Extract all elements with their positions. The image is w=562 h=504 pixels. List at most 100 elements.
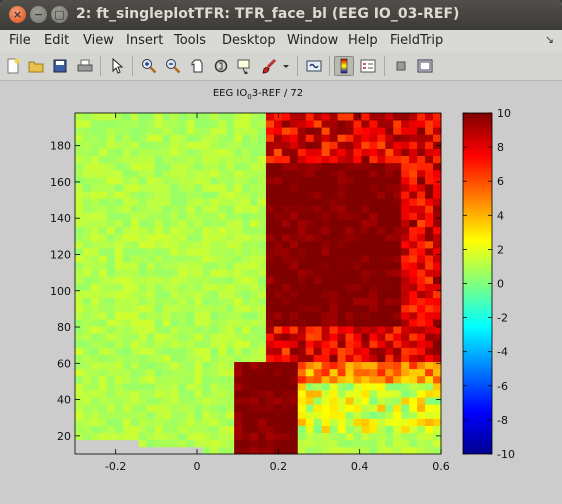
- heatmap-cell: [361, 233, 370, 242]
- heatmap-cell: [98, 247, 108, 256]
- menu-help[interactable]: Help: [348, 33, 378, 48]
- menu-fieldtrip[interactable]: FieldTrip: [390, 33, 444, 48]
- menu-view[interactable]: View: [83, 33, 114, 48]
- heatmap-cell: [258, 262, 267, 270]
- heatmap-cell: [82, 269, 92, 277]
- brush-dropdown-icon[interactable]: [280, 56, 292, 76]
- heatmap-cell: [258, 354, 267, 363]
- heatmap-cell: [377, 432, 386, 441]
- heatmap-cell: [377, 297, 386, 306]
- print-icon[interactable]: [75, 56, 95, 76]
- legend-toggle-icon[interactable]: [358, 56, 378, 76]
- heatmap-cell: [170, 404, 179, 412]
- heatmap-cell: [281, 205, 291, 213]
- heatmap-cell: [234, 297, 243, 306]
- heatmap-cell: [178, 176, 187, 185]
- heatmap-cell: [234, 368, 243, 377]
- heatmap-cell: [258, 347, 267, 355]
- heatmap-cell: [234, 432, 243, 441]
- heatmap-cell: [369, 368, 378, 377]
- pointer-icon[interactable]: [107, 56, 127, 76]
- heatmap-cell: [329, 141, 338, 149]
- colorbar-toggle-icon[interactable]: [334, 56, 354, 76]
- heatmap-cell: [178, 219, 187, 228]
- zoom-out-icon[interactable]: [163, 56, 183, 76]
- heatmap-cell: [202, 134, 211, 142]
- show-plot-tools-icon[interactable]: [415, 56, 435, 76]
- heatmap-cell: [353, 411, 362, 419]
- heatmap-cell: [138, 439, 148, 448]
- heatmap-cell: [433, 247, 442, 256]
- heatmap-cell: [417, 397, 426, 405]
- menu-tools[interactable]: Tools: [174, 33, 207, 48]
- menu-file[interactable]: File: [9, 33, 31, 48]
- menu-desktop[interactable]: Desktop: [222, 33, 276, 48]
- pan-icon[interactable]: [187, 56, 207, 76]
- heatmap-cell: [162, 226, 171, 235]
- heatmap-cell: [425, 283, 434, 291]
- save-icon[interactable]: [50, 56, 70, 76]
- heatmap-cell: [258, 297, 267, 306]
- heatmap-cell: [250, 290, 259, 299]
- menu-edit[interactable]: Edit: [44, 33, 70, 48]
- link-plot-icon[interactable]: [304, 56, 324, 76]
- heatmap-cell: [122, 290, 132, 299]
- heatmap-cell: [305, 446, 315, 455]
- new-figure-icon[interactable]: [3, 56, 23, 76]
- heatmap-cell: [345, 247, 354, 256]
- heatmap-cell: [75, 191, 84, 199]
- heatmap-cell: [250, 390, 259, 398]
- data-cursor-icon[interactable]: [235, 56, 255, 76]
- heatmap-cell: [337, 162, 346, 171]
- heatmap-cell: [178, 382, 187, 391]
- heatmap-cell: [409, 432, 418, 441]
- menu-overflow-icon[interactable]: ↘: [544, 33, 554, 46]
- heatmap-cell: [401, 113, 410, 121]
- heatmap-cell: [305, 269, 315, 277]
- zoom-in-icon[interactable]: [139, 56, 159, 76]
- menu-window[interactable]: Window: [287, 33, 339, 48]
- toolbar-separator: [100, 56, 101, 76]
- heatmap-cell: [202, 233, 211, 242]
- title-bar[interactable]: × − □ 2: ft_singleplotTFR: TFR_face_bl (…: [0, 0, 562, 30]
- brush-icon[interactable]: [259, 56, 279, 76]
- heatmap-cell: [401, 326, 410, 334]
- heatmap-cell: [210, 276, 219, 284]
- menu-insert[interactable]: Insert: [126, 33, 164, 48]
- heatmap-cell: [130, 176, 140, 185]
- heatmap-cell: [385, 425, 394, 434]
- heatmap-cell: [433, 340, 442, 348]
- maximize-window-button[interactable]: □: [51, 6, 68, 23]
- heatmap-cell: [226, 411, 235, 419]
- heatmap-cell: [265, 219, 275, 228]
- heatmap-cell: [75, 326, 84, 334]
- heatmap-cell: [369, 432, 378, 441]
- hide-plot-tools-icon[interactable]: [391, 56, 411, 76]
- open-file-icon[interactable]: [26, 56, 46, 76]
- heatmap-cell: [265, 191, 275, 199]
- heatmap-cell: [345, 219, 354, 228]
- heatmap-cell: [297, 297, 307, 306]
- heatmap-cell: [345, 382, 354, 391]
- heatmap-cell: [194, 276, 203, 284]
- heatmap-cell: [289, 155, 299, 164]
- heatmap-cell: [210, 368, 219, 377]
- heatmap-cell: [313, 404, 323, 412]
- heatmap-cell: [106, 134, 116, 142]
- heatmap-cell: [313, 247, 323, 256]
- heatmap-cell: [218, 432, 227, 441]
- rotate-3d-icon[interactable]: [211, 56, 231, 76]
- heatmap-cell: [258, 141, 267, 149]
- minimize-window-button[interactable]: −: [30, 6, 47, 23]
- heatmap-cell: [345, 404, 354, 412]
- heatmap-cell: [98, 198, 108, 206]
- heatmap-cell: [297, 304, 307, 313]
- heatmap-cell: [385, 326, 394, 334]
- close-window-button[interactable]: ×: [9, 6, 26, 23]
- heatmap-cell: [305, 198, 315, 206]
- heatmap-cell: [393, 198, 402, 206]
- heatmap-cell: [90, 141, 100, 149]
- heatmap-cell: [305, 205, 315, 213]
- heatmap-cell: [417, 375, 426, 384]
